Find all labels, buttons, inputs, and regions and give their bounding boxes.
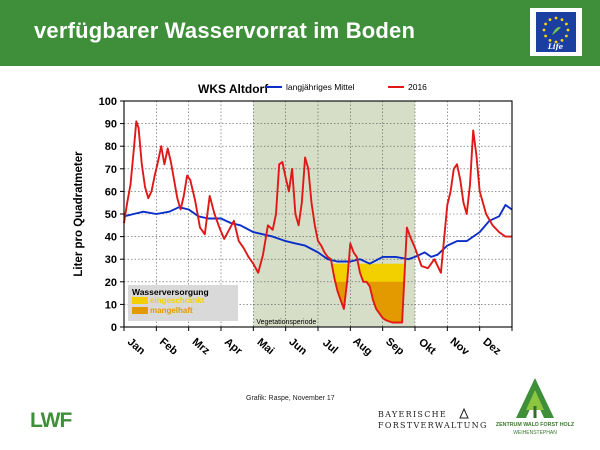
y-tick-label: 70: [105, 164, 117, 176]
zwfh-logo-line1: ZENTRUM WALD FORST HOLZ: [495, 422, 575, 428]
series-line-year-2016: [123, 120, 512, 324]
lwf-logo-text: LWF: [30, 409, 72, 430]
month-label: Okt: [416, 336, 438, 357]
eu-life-logo-text: Life: [547, 42, 564, 51]
lwf-logo: LWF: [30, 408, 76, 432]
month-label: Nov: [448, 335, 472, 358]
zwfh-logo-line2: WEIHENSTEPHAN: [513, 430, 557, 436]
supply-legend-label: mangelhaft: [150, 306, 193, 315]
legend-label-longterm-mean: langjähriges Mittel: [286, 82, 355, 92]
month-label: Jan: [125, 336, 147, 358]
y-tick-label: 40: [105, 232, 117, 244]
bayerische-forstverwaltung-logo: BAYERISCHE FORSTVERWALTUNG: [378, 408, 486, 436]
y-tick-label: 80: [105, 141, 117, 153]
y-tick-label: 50: [105, 209, 117, 221]
month-label: Mai: [255, 336, 277, 357]
supply-legend-swatch: [132, 297, 148, 304]
bayern-logo-line1: BAYERISCHE: [378, 410, 448, 419]
month-label: Mrz: [190, 336, 213, 358]
month-label: Feb: [157, 336, 180, 358]
month-label: Jul: [320, 337, 340, 356]
month-label: Sep: [383, 336, 406, 358]
eu-life-logo: Life: [530, 8, 582, 56]
y-tick-label: 0: [111, 322, 117, 334]
y-axis-label: Liter pro Quadratmeter: [73, 151, 85, 277]
month-label: Dez: [480, 336, 503, 358]
bayern-logo-line2: FORSTVERWALTUNG: [378, 421, 488, 430]
zwfh-tree-icon: [516, 378, 554, 418]
month-label: Aug: [350, 335, 374, 358]
header-bar: verfügbarer Wasservorrat im Boden Life: [0, 0, 600, 66]
supply-legend-label: eingeschränkt: [150, 296, 205, 305]
chart-title: WKS Altdorf: [198, 82, 269, 96]
month-label: Jun: [286, 336, 309, 358]
y-tick-label: 10: [105, 299, 117, 311]
zentrum-wald-forst-holz-logo: ZENTRUM WALD FORST HOLZ WEIHENSTEPHAN: [488, 376, 582, 444]
water-supply-chart: WKS Altdorf langjähriges Mittel 2016 0 10 20 3…: [73, 82, 513, 359]
y-tick-label: 30: [105, 254, 117, 266]
series-line-longterm-mean: [123, 204, 513, 265]
month-label: Apr: [222, 336, 245, 358]
page-title: verfügbarer Wasservorrat im Boden: [34, 18, 416, 43]
legend-label-year-2016: 2016: [408, 82, 427, 92]
vegetation-period-label: Vegetationsperiode: [256, 319, 316, 326]
source-note: Grafik: Raspe, November 17: [246, 395, 335, 402]
y-tick-label: 20: [105, 277, 117, 289]
bayern-tree-icon: [459, 408, 469, 419]
deficient-supply-area: [329, 281, 407, 323]
y-tick-label: 100: [99, 96, 117, 108]
y-tick-label: 90: [105, 119, 117, 131]
y-tick-label: 60: [105, 186, 117, 198]
supply-legend-swatch: [132, 307, 148, 314]
supply-legend-title: Wasserversorgung: [132, 287, 209, 297]
